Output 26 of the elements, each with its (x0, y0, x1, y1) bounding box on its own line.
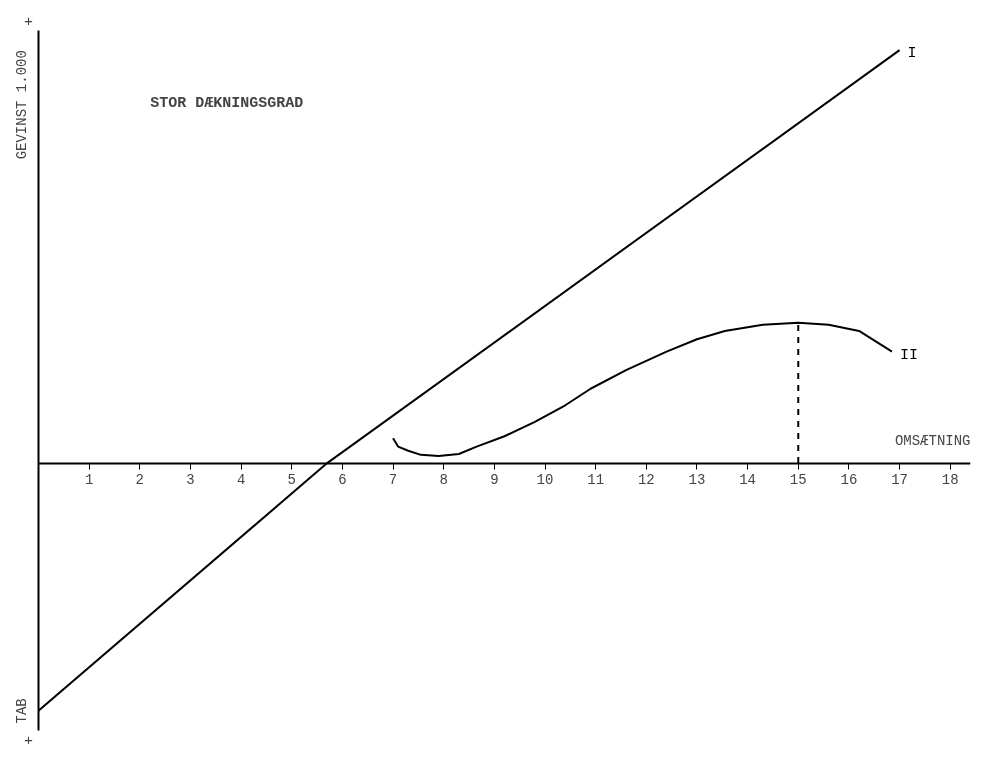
x-tick-label: 15 (789, 472, 807, 489)
x-axis-title: OMSÆTNING (894, 433, 971, 450)
x-tick-label: 13 (688, 472, 706, 489)
series-label: I (907, 45, 917, 63)
x-tick-label: 18 (941, 472, 959, 489)
x-tick-label: 6 (338, 472, 347, 489)
x-tick-label: 14 (739, 472, 757, 489)
x-tick-label: 9 (490, 472, 499, 489)
x-tick-label: 8 (439, 472, 448, 489)
x-tick-label: 10 (536, 472, 554, 489)
text: + (23, 732, 33, 750)
text: + (23, 14, 33, 32)
x-tick-label: 4 (236, 472, 246, 489)
x-tick-label: 17 (891, 472, 908, 489)
x-tick-label: 5 (287, 472, 296, 489)
text: STOR DÆKNINGSGRAD (150, 95, 304, 113)
y-axis-title: GEVINST 1.000 (14, 50, 31, 160)
x-tick-label: 7 (388, 472, 398, 489)
x-tick-label: 2 (135, 472, 144, 489)
series-label: II (899, 346, 918, 364)
x-tick-label: 12 (637, 472, 655, 489)
x-tick-label: 16 (840, 472, 858, 489)
x-tick-label: 11 (587, 472, 605, 489)
annotation: TAB (14, 698, 31, 724)
x-tick-label: 3 (186, 472, 195, 489)
x-tick-label: 1 (84, 472, 94, 489)
